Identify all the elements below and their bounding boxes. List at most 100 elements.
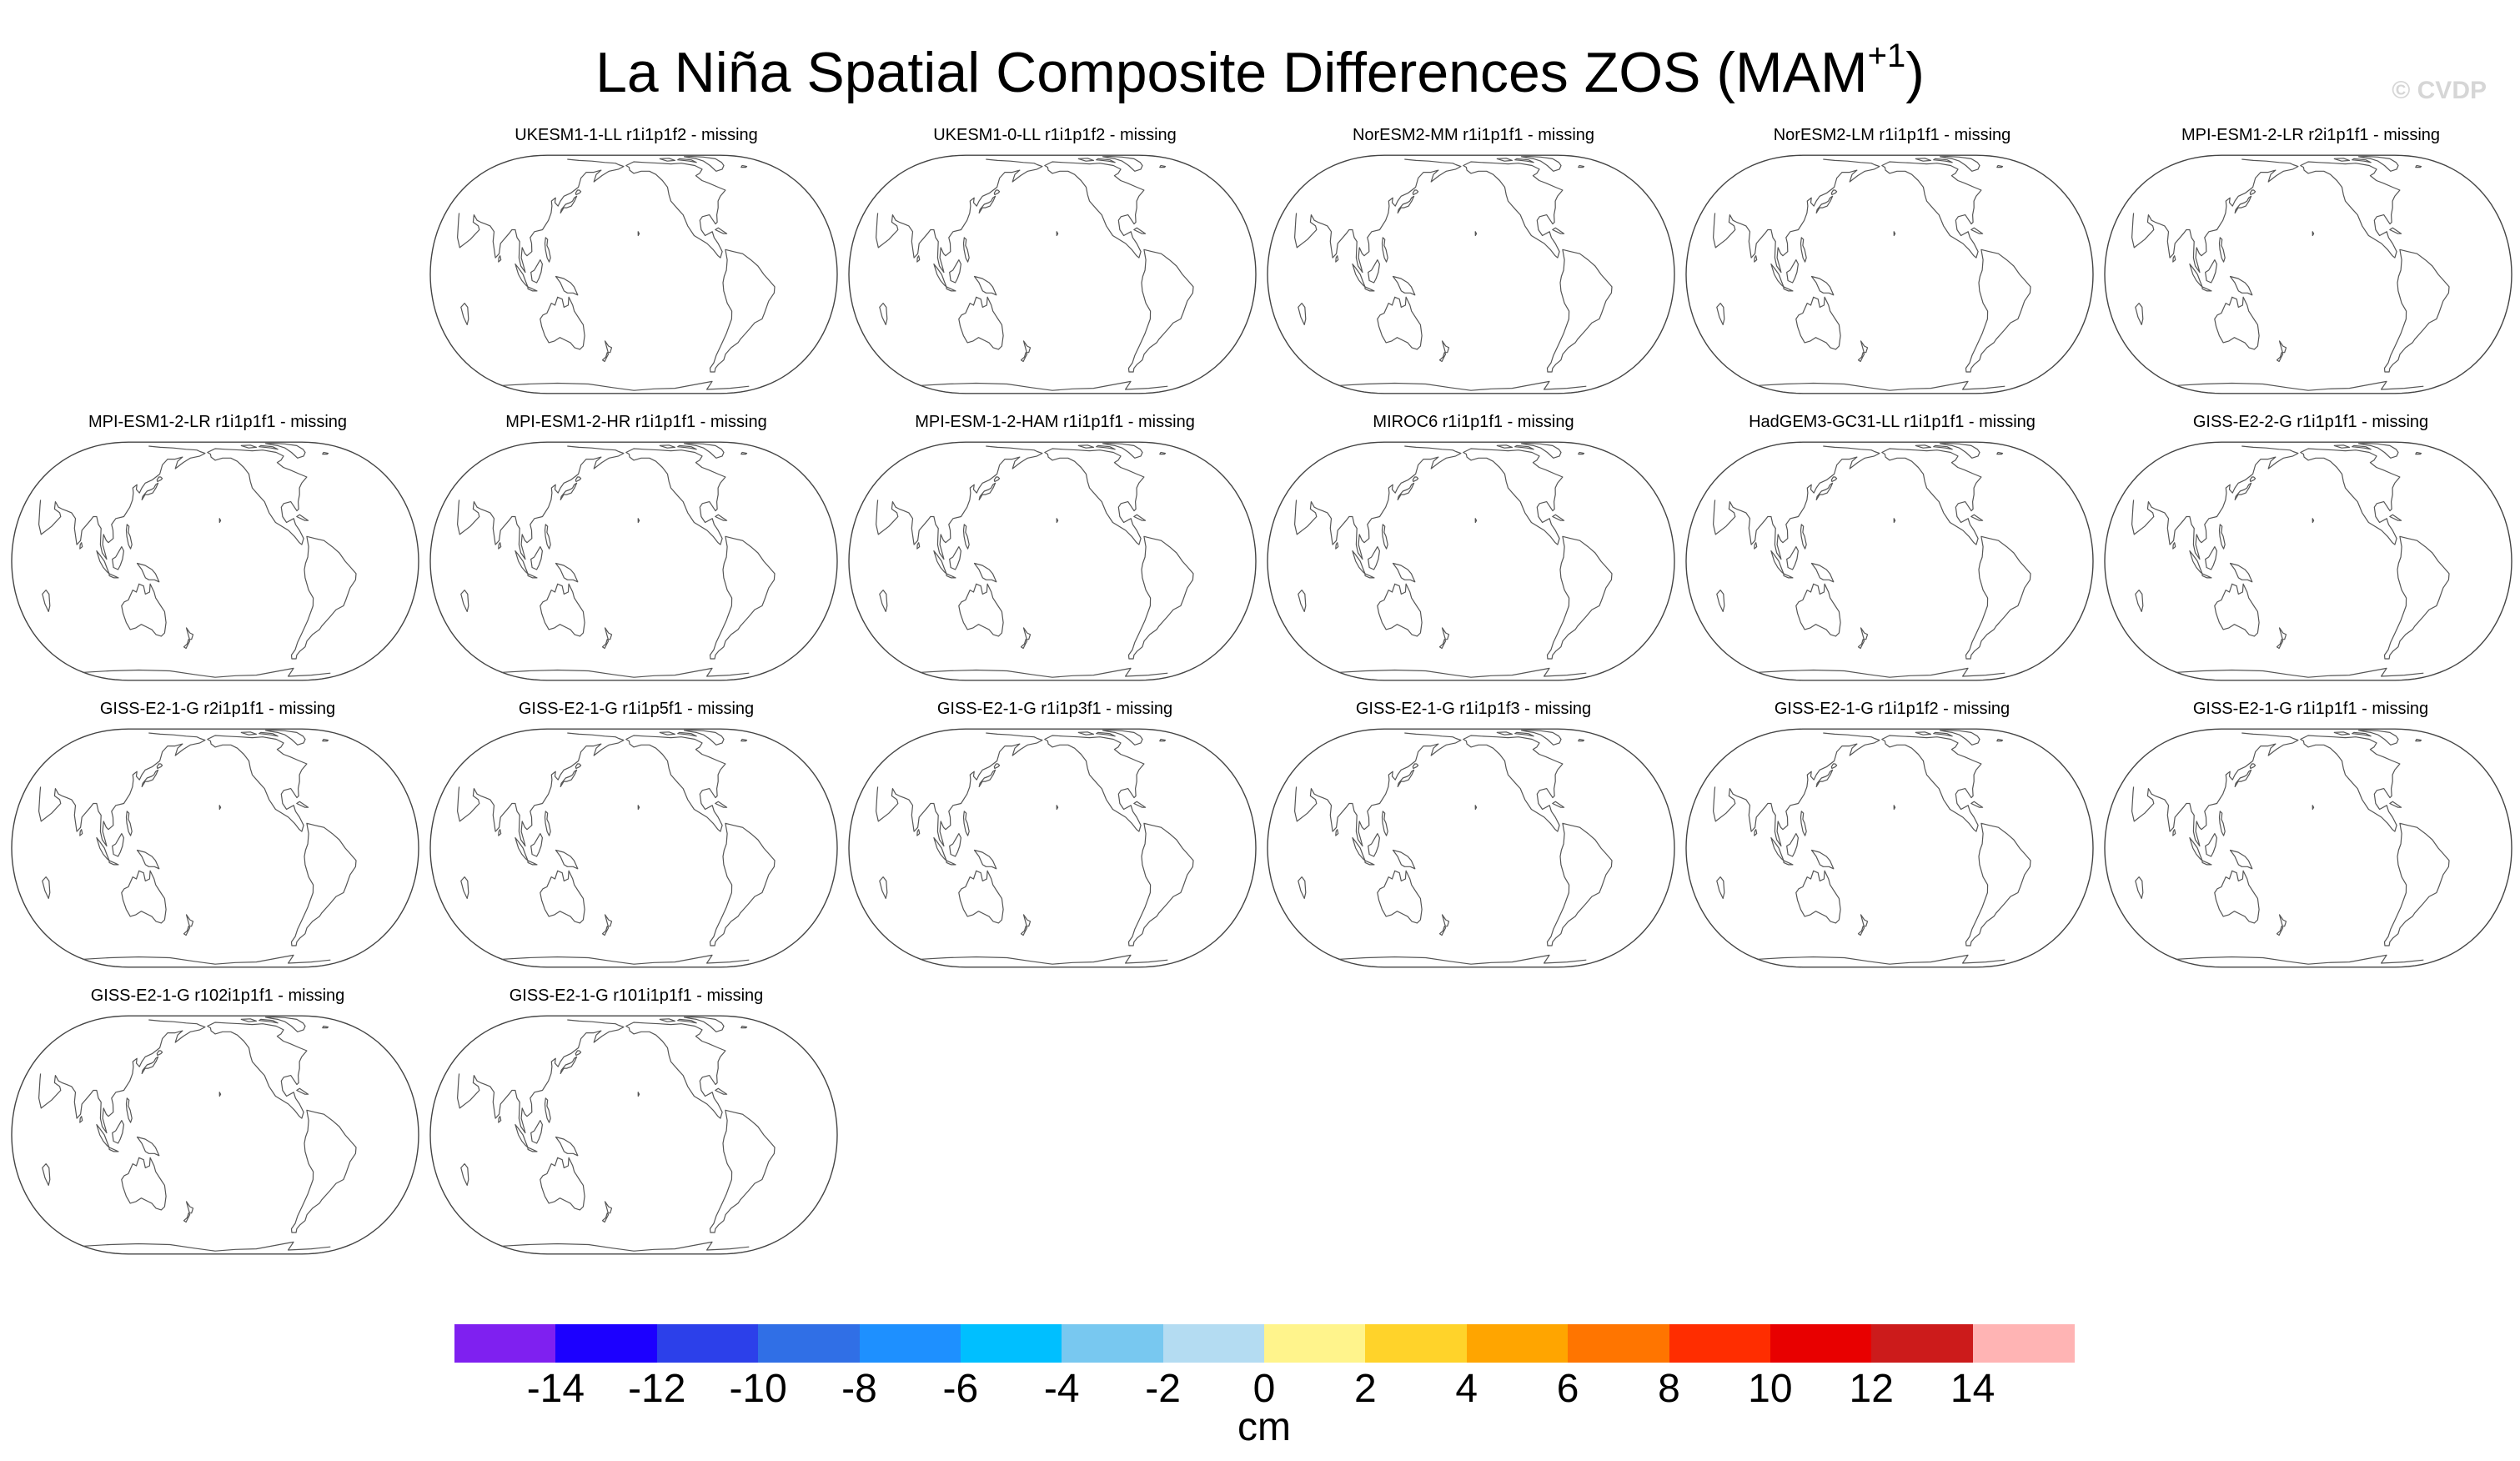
map-outline	[429, 1015, 838, 1255]
map-outline	[2104, 441, 2512, 681]
map-panel: NorESM2-LM r1i1p1f1 - missing	[1683, 123, 2101, 397]
figure-title: La Niña Spatial Composite Differences ZO…	[595, 38, 1925, 104]
map-outline	[1685, 728, 2094, 968]
colorbar-tick-label: -4	[1043, 1367, 1080, 1411]
panel-title: GISS-E2-1-G r1i1p5f1 - missing	[518, 700, 755, 718]
world-map	[1267, 154, 1675, 394]
map-outline	[2104, 154, 2512, 394]
coastlines	[876, 156, 1194, 391]
coastlines	[457, 156, 776, 391]
map-outline	[1685, 154, 2094, 394]
colorbar	[454, 1324, 2075, 1363]
coastlines	[876, 730, 1194, 965]
colorbar-tick-label: 6	[1556, 1367, 1579, 1411]
map-panel: GISS-E2-1-G r1i1p3f1 - missing	[846, 697, 1264, 971]
coastlines	[457, 443, 776, 678]
colorbar-tick-label: 10	[1748, 1367, 1793, 1411]
colorbar-tick-label: -2	[1145, 1367, 1181, 1411]
world-map	[429, 1015, 838, 1255]
panel-title: NorESM2-MM r1i1p1f1 - missing	[1352, 126, 1595, 144]
map-outline	[11, 441, 419, 681]
coastlines	[1713, 730, 2031, 965]
colorbar-swatch	[1062, 1324, 1164, 1363]
watermark: © CVDP	[2392, 77, 2487, 104]
coastlines	[457, 1017, 776, 1252]
panel-title: MIROC6 r1i1p1f1 - missing	[1373, 413, 1574, 431]
coastlines	[1713, 443, 2031, 678]
world-map	[11, 441, 419, 681]
panel-title: MPI-ESM1-2-HR r1i1p1f1 - missing	[505, 413, 767, 431]
colorbar-tick-label: 12	[1849, 1367, 1894, 1411]
panel-title: HadGEM3-GC31-LL r1i1p1f1 - missing	[1749, 413, 2036, 431]
panel-title: MPI-ESM1-2-LR r2i1p1f1 - missing	[2181, 126, 2441, 144]
coastlines	[2131, 156, 2450, 391]
colorbar-tick-label: 14	[1950, 1367, 1995, 1411]
world-map	[429, 728, 838, 968]
map-outline	[1685, 441, 2094, 681]
panel-title: GISS-E2-1-G r102i1p1f1 - missing	[90, 987, 345, 1005]
map-panel: MPI-ESM1-2-LR r2i1p1f1 - missing	[2101, 123, 2520, 397]
colorbar-tick-label: 0	[1252, 1367, 1276, 1411]
world-map	[848, 441, 1257, 681]
panel-title: GISS-E2-1-G r1i1p1f1 - missing	[2192, 700, 2429, 718]
colorbar-tick-label: 8	[1658, 1367, 1680, 1411]
coastlines	[1294, 443, 1613, 678]
coastlines	[876, 443, 1194, 678]
map-panel: MPI-ESM1-2-HR r1i1p1f1 - missing	[427, 410, 846, 684]
map-panel: GISS-E2-1-G r1i1p1f2 - missing	[1683, 697, 2101, 971]
map-outline	[1267, 728, 1675, 968]
colorbar-units: cm	[1237, 1405, 1291, 1449]
map-panel: UKESM1-1-LL r1i1p1f2 - missing	[427, 123, 846, 397]
colorbar-tick-label: -10	[729, 1367, 787, 1411]
world-map	[429, 441, 838, 681]
colorbar-swatch	[1669, 1324, 1771, 1363]
map-outline	[848, 441, 1257, 681]
colorbar-swatch	[1770, 1324, 1872, 1363]
panel-title: GISS-E2-1-G r2i1p1f1 - missing	[99, 700, 336, 718]
map-panel: GISS-E2-2-G r1i1p1f1 - missing	[2101, 410, 2520, 684]
panel-title: NorESM2-LM r1i1p1f1 - missing	[1773, 126, 2011, 144]
map-panel: UKESM1-0-LL r1i1p1f2 - missing	[846, 123, 1264, 397]
coastlines	[1713, 156, 2031, 391]
map-panel: MPI-ESM-1-2-HAM r1i1p1f1 - missing	[846, 410, 1264, 684]
map-outline	[429, 728, 838, 968]
map-outline	[848, 154, 1257, 394]
colorbar-swatch	[859, 1324, 961, 1363]
colorbar-tick-label: -6	[942, 1367, 979, 1411]
coastlines	[1294, 730, 1613, 965]
map-panel: GISS-E2-1-G r1i1p5f1 - missing	[427, 697, 846, 971]
panel-title: GISS-E2-1-G r1i1p1f2 - missing	[1774, 700, 2010, 718]
panel-title: MPI-ESM-1-2-HAM r1i1p1f1 - missing	[915, 413, 1195, 431]
map-outline	[11, 1015, 419, 1255]
colorbar-tick-label: 2	[1354, 1367, 1377, 1411]
map-panel: HadGEM3-GC31-LL r1i1p1f1 - missing	[1683, 410, 2101, 684]
map-outline	[11, 728, 419, 968]
map-outline	[1267, 154, 1675, 394]
world-map	[2104, 441, 2512, 681]
world-map	[1267, 728, 1675, 968]
world-map	[848, 154, 1257, 394]
colorbar-swatch	[1162, 1324, 1265, 1363]
map-outline	[848, 728, 1257, 968]
panel-title: MPI-ESM1-2-LR r1i1p1f1 - missing	[88, 413, 348, 431]
panel-title: GISS-E2-1-G r1i1p3f1 - missing	[936, 700, 1173, 718]
world-map	[429, 154, 838, 394]
map-panel: MIROC6 r1i1p1f1 - missing	[1264, 410, 1683, 684]
world-map	[1685, 441, 2094, 681]
colorbar-swatch	[555, 1324, 658, 1363]
colorbar-tick-label: -8	[841, 1367, 877, 1411]
colorbar-swatch	[1466, 1324, 1569, 1363]
coastlines	[38, 730, 357, 965]
map-outline	[429, 154, 838, 394]
colorbar-swatch	[1365, 1324, 1468, 1363]
colorbar-swatch	[960, 1324, 1062, 1363]
map-panel: GISS-E2-1-G r1i1p1f1 - missing	[2101, 697, 2520, 971]
panel-title: UKESM1-1-LL r1i1p1f2 - missing	[515, 126, 758, 144]
map-panel: GISS-E2-1-G r2i1p1f1 - missing	[8, 697, 427, 971]
map-panel: GISS-E2-1-G r1i1p1f3 - missing	[1264, 697, 1683, 971]
panel-title: GISS-E2-1-G r1i1p1f3 - missing	[1355, 700, 1592, 718]
world-map	[1685, 728, 2094, 968]
world-map	[1685, 154, 2094, 394]
coastlines	[38, 443, 357, 678]
colorbar-swatch	[656, 1324, 759, 1363]
